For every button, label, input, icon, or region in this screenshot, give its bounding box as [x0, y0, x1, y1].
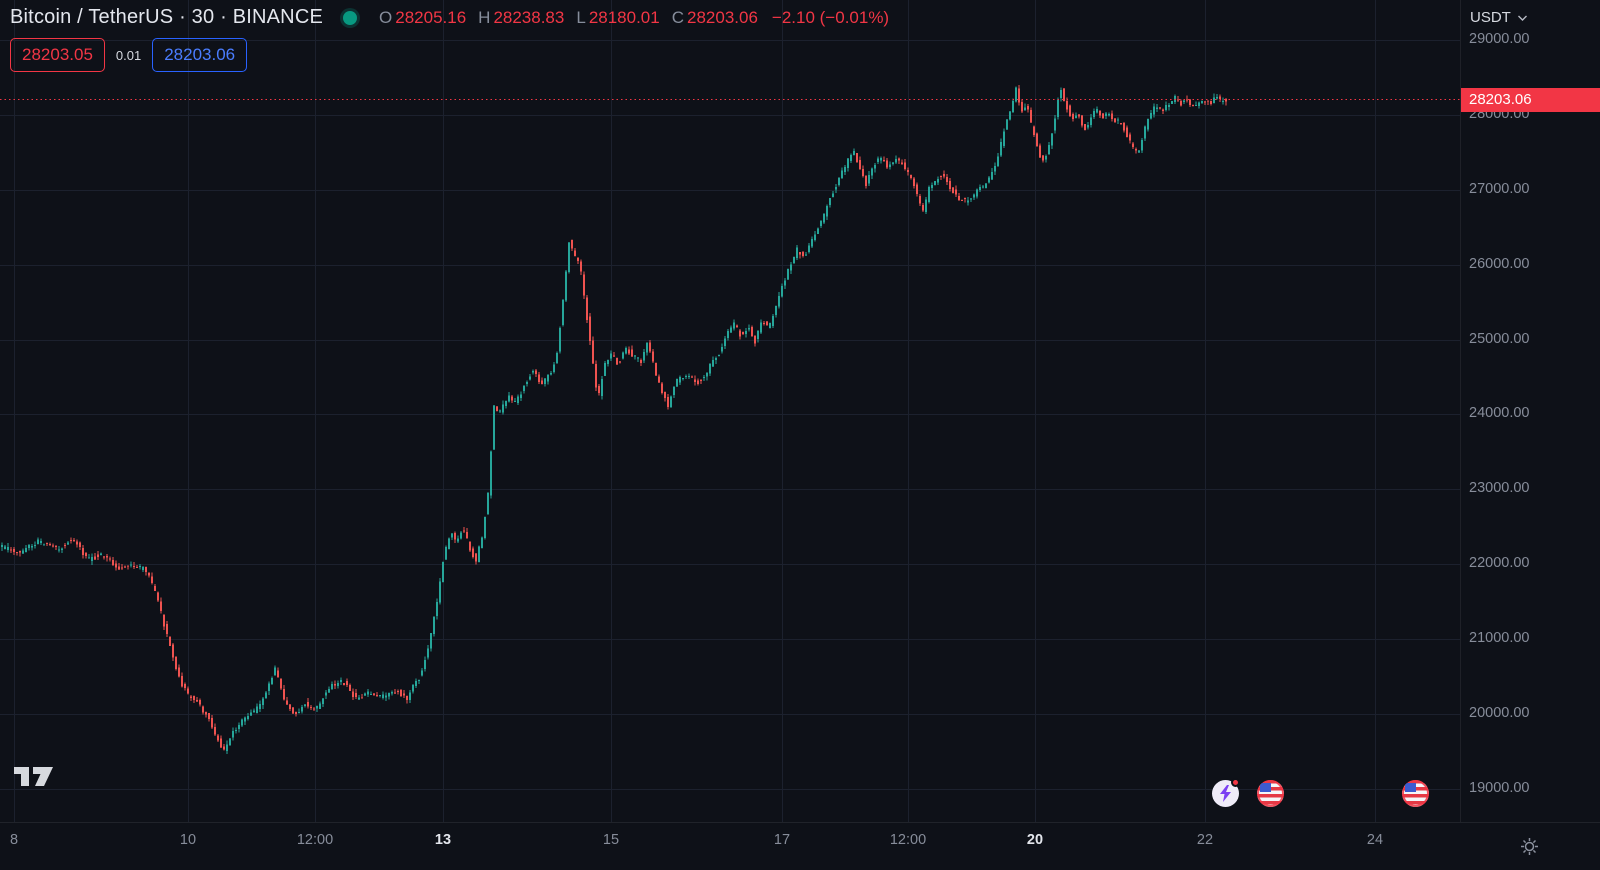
price-scale-label: 21000.00 — [1469, 630, 1530, 647]
open-value: 28205.16 — [395, 7, 467, 27]
open-label: O — [379, 7, 393, 27]
price-scale-label: 24000.00 — [1469, 405, 1530, 422]
currency-dropdown[interactable]: USDT — [1470, 9, 1527, 26]
close-value: 28203.06 — [687, 7, 758, 27]
time-scale-label: 10 — [179, 832, 197, 848]
time-scale-label: 12:00 — [296, 832, 334, 848]
legend-title-row: Bitcoin / TetherUS · 30 · BINANCE O 2820… — [10, 6, 889, 29]
price-scale-label: 25000.00 — [1469, 330, 1530, 347]
price-scale-label: 26000.00 — [1469, 255, 1530, 272]
high-label: H — [478, 7, 491, 27]
bid-ask-row: 28203.05 0.01 28203.06 — [10, 38, 889, 72]
price-scale-label: 20000.00 — [1469, 705, 1530, 722]
change-value: −2.10 (−0.01%) — [771, 7, 890, 27]
chevron-down-icon — [1517, 15, 1527, 21]
market-status-icon[interactable] — [343, 10, 358, 25]
event-flag-icon-2[interactable] — [1402, 780, 1429, 807]
currency-label: USDT — [1470, 9, 1511, 26]
low-label: L — [576, 7, 586, 27]
high-value: 28238.83 — [493, 7, 565, 27]
time-scale-label: 17 — [773, 832, 791, 848]
low-value: 28180.01 — [588, 7, 660, 27]
time-scale-label: 12:00 — [889, 832, 927, 848]
lightning-bolt-icon — [1220, 785, 1231, 802]
ohlc-values: O 28205.16 H 28238.83 L 28180.01 C 28203… — [379, 8, 889, 28]
time-scale-label: 13 — [434, 832, 452, 848]
price-scale-label: 23000.00 — [1469, 480, 1530, 497]
time-scale-label: 15 — [602, 832, 620, 848]
close-label: C — [671, 7, 684, 27]
current-price-value: 28203.06 — [1469, 91, 1532, 109]
time-scale-label: 24 — [1366, 832, 1384, 848]
symbol-title[interactable]: Bitcoin / TetherUS · 30 · BINANCE — [10, 6, 324, 28]
price-scale[interactable]: 28203.06 29000.00 28000.00 27000.00 26000.0… — [1460, 0, 1600, 822]
time-scale-label: 8 — [9, 832, 19, 848]
notification-dot — [1231, 778, 1240, 787]
price-scale-label: 27000.00 — [1469, 180, 1530, 197]
price-scale-label: 19000.00 — [1469, 779, 1530, 796]
spread-value: 0.01 — [115, 47, 142, 63]
buy-price-button[interactable]: 28203.06 — [152, 38, 248, 72]
chart-legend: Bitcoin / TetherUS · 30 · BINANCE O 2820… — [10, 6, 889, 72]
time-scale-label: 22 — [1196, 832, 1214, 848]
event-lightning-icon[interactable] — [1212, 778, 1240, 807]
sell-price-button[interactable]: 28203.05 — [10, 38, 105, 72]
event-flag-icon[interactable] — [1257, 780, 1284, 807]
price-scale-label: 22000.00 — [1469, 555, 1530, 572]
time-scale-label: 20 — [1026, 832, 1044, 848]
chart-plot-area[interactable] — [0, 0, 1460, 822]
current-price-tag: 28203.06 — [1461, 87, 1600, 112]
settings-gear-icon[interactable] — [1520, 837, 1539, 856]
candlestick-chart[interactable] — [0, 0, 1460, 822]
price-scale-label: 29000.00 — [1469, 31, 1530, 48]
time-scale[interactable]: 8 10 12:00 13 15 17 12:00 20 22 24 — [0, 822, 1600, 870]
tradingview-logo[interactable] — [14, 762, 58, 790]
